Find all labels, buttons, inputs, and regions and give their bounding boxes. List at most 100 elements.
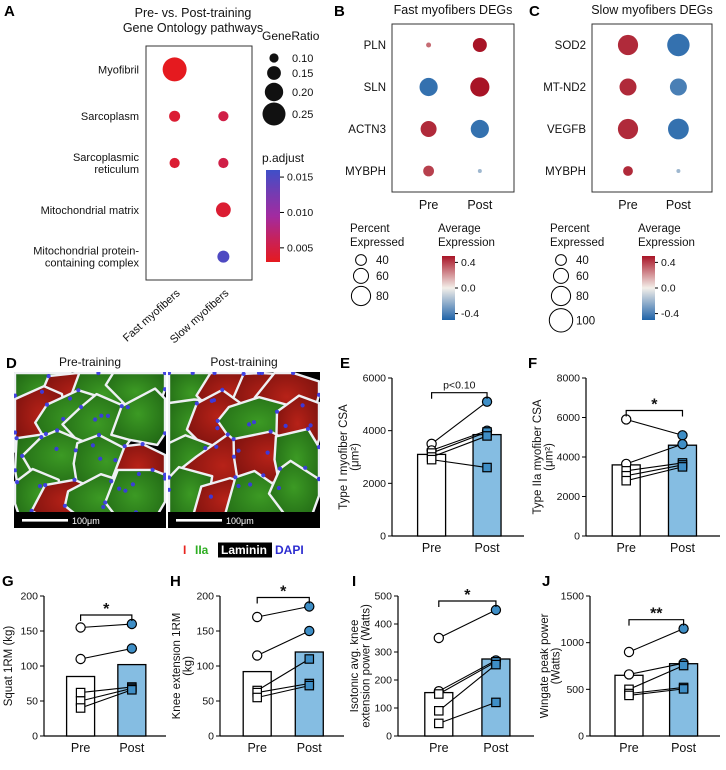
svg-text:2000: 2000 (363, 478, 387, 490)
svg-text:Post: Post (671, 741, 697, 755)
svg-text:(μm²): (μm²) (350, 443, 362, 471)
svg-text:Pre: Pre (616, 541, 636, 555)
panel-i-chart: 0 100 200 300 400 500 Pre Post * Isotonic avg. kn… (350, 587, 534, 755)
svg-text:(kg): (kg) (183, 656, 195, 676)
svg-text:Post: Post (297, 741, 323, 755)
panel-label-e: E (340, 355, 351, 372)
panel-e-chart: 0 2000 4000 6000 Pre Post p<0.10 Type I myofibe… (338, 373, 524, 555)
svg-text:Mitochondrial protein-: Mitochondrial protein- (33, 246, 139, 258)
svg-text:100: 100 (20, 661, 38, 673)
panel-label-c: C (529, 3, 540, 20)
svg-text:SOD2: SOD2 (555, 40, 586, 52)
svg-text:Pre: Pre (422, 541, 442, 555)
svg-text:Post: Post (666, 198, 692, 212)
svg-text:SLN: SLN (364, 82, 386, 94)
svg-text:Pre: Pre (419, 198, 439, 212)
panel-label-b: B (334, 3, 345, 20)
svg-text:4000: 4000 (557, 452, 581, 464)
svg-text:0: 0 (208, 731, 214, 743)
panel-label-f: F (528, 355, 538, 372)
svg-text:1500: 1500 (561, 591, 585, 603)
panel-label-j: J (542, 573, 551, 590)
svg-text:40: 40 (576, 255, 589, 267)
svg-text:0.4: 0.4 (661, 257, 676, 269)
svg-text:6000: 6000 (557, 412, 581, 424)
svg-text:1000: 1000 (561, 637, 585, 649)
svg-text:150: 150 (196, 626, 214, 638)
svg-text:Slow myofibers DEGs: Slow myofibers DEGs (591, 3, 713, 17)
svg-text:(μm²): (μm²) (544, 443, 556, 471)
svg-text:80: 80 (376, 291, 389, 303)
svg-text:0.4: 0.4 (461, 257, 476, 269)
panel-f-chart: 0 2000 4000 6000 8000 Pre Post * Type IIa myofib… (532, 373, 720, 555)
svg-text:Squat 1RM (kg): Squat 1RM (kg) (3, 626, 15, 707)
svg-text:I: I (183, 543, 186, 557)
svg-text:Pre: Pre (71, 741, 91, 755)
svg-text:Pre: Pre (247, 741, 267, 755)
panel-f-content: 0 2000 4000 6000 8000 Pre Post * Type IIa myofib… (532, 373, 720, 555)
svg-text:MT-ND2: MT-ND2 (543, 82, 586, 94)
svg-text:Expression: Expression (638, 237, 695, 249)
svg-text:Expression: Expression (438, 237, 495, 249)
svg-text:500: 500 (566, 684, 584, 696)
svg-text:150: 150 (20, 626, 38, 638)
svg-text:Expressed: Expressed (550, 237, 604, 249)
svg-text:0.015: 0.015 (287, 172, 313, 184)
svg-text:50: 50 (202, 696, 214, 708)
svg-text:ACTN3: ACTN3 (348, 124, 386, 136)
svg-text:Percent: Percent (550, 223, 590, 235)
pre-training-image: 100μm (14, 372, 166, 528)
svg-text:Gene Ontology pathways: Gene Ontology pathways (123, 21, 263, 35)
panel-g-chart: 0 50 100 150 200 Pre Post * Squat 1RM (kg) (3, 591, 166, 755)
panel-j-content: 0 500 1000 1500 Pre Post ** Wingate peak power(… (540, 591, 720, 755)
svg-text:0: 0 (574, 531, 580, 543)
svg-text:Mitochondrial matrix: Mitochondrial matrix (41, 205, 140, 217)
svg-text:containing complex: containing complex (45, 258, 140, 270)
svg-text:0: 0 (386, 731, 392, 743)
svg-text:Average: Average (438, 223, 481, 235)
panel-c-content: Slow myofibers DEGs SOD2 MT-ND2 VEGFB MYBPH P… (543, 3, 713, 333)
svg-text:*: * (103, 601, 110, 618)
panel-g-content: 0 50 100 150 200 Pre Post * Squat 1RM (kg) (3, 591, 166, 755)
svg-text:Post-training: Post-training (210, 356, 277, 369)
svg-text:Pre-training: Pre-training (59, 356, 121, 369)
svg-text:0.010: 0.010 (287, 207, 313, 219)
svg-text:p.adjust: p.adjust (262, 151, 305, 165)
panel-label-g: G (2, 573, 14, 590)
svg-text:100μm: 100μm (226, 516, 254, 526)
svg-text:Post: Post (483, 741, 509, 755)
svg-text:200: 200 (20, 591, 38, 603)
scale-bar (176, 519, 222, 522)
svg-text:reticulum: reticulum (94, 164, 139, 176)
scale-bar (22, 519, 68, 522)
panel-h-chart: 0 50 100 150 200 Pre Post * Knee extension 1RM (k… (172, 584, 344, 755)
panel-b-content: Fast myofibers DEGs PLN SLN ACTN3 MYBPH Pre Po… (345, 3, 515, 320)
svg-text:*: * (464, 587, 471, 604)
svg-text:0.15: 0.15 (292, 68, 313, 80)
svg-text:60: 60 (376, 271, 389, 283)
svg-text:MYBPH: MYBPH (545, 166, 586, 178)
panel-label-i: I (352, 573, 357, 590)
svg-text:0.25: 0.25 (292, 109, 313, 121)
svg-text:Pre- vs. Post-training: Pre- vs. Post-training (135, 6, 252, 20)
panel-d-content: Pre-training 100μm Post-training 100μm I IIa L… (14, 356, 320, 558)
svg-text:0.005: 0.005 (287, 242, 313, 254)
svg-text:PLN: PLN (364, 40, 386, 52)
panel-j-chart: 0 500 1000 1500 Pre Post ** Wingate peak power(… (540, 591, 720, 755)
svg-text:Type I myofiber CSA: Type I myofiber CSA (338, 404, 350, 510)
svg-text:Myofibril: Myofibril (98, 64, 139, 76)
svg-text:Isotonic avg. knee: Isotonic avg. knee (350, 620, 361, 713)
svg-text:100: 100 (374, 703, 392, 715)
svg-text:Type IIa myofiber CSA: Type IIa myofiber CSA (532, 399, 544, 514)
svg-text:(Watts): (Watts) (551, 648, 563, 685)
svg-text:Expressed: Expressed (350, 237, 404, 249)
svg-text:Pre: Pre (429, 741, 449, 755)
svg-text:-0.4: -0.4 (661, 308, 679, 320)
post-training-image: 100μm (168, 372, 320, 528)
svg-text:**: ** (650, 606, 663, 623)
svg-text:8000: 8000 (557, 373, 581, 385)
svg-text:Wingate peak power: Wingate peak power (540, 613, 551, 718)
svg-text:0.0: 0.0 (461, 283, 476, 295)
svg-text:Sarcoplasm: Sarcoplasm (81, 111, 139, 123)
